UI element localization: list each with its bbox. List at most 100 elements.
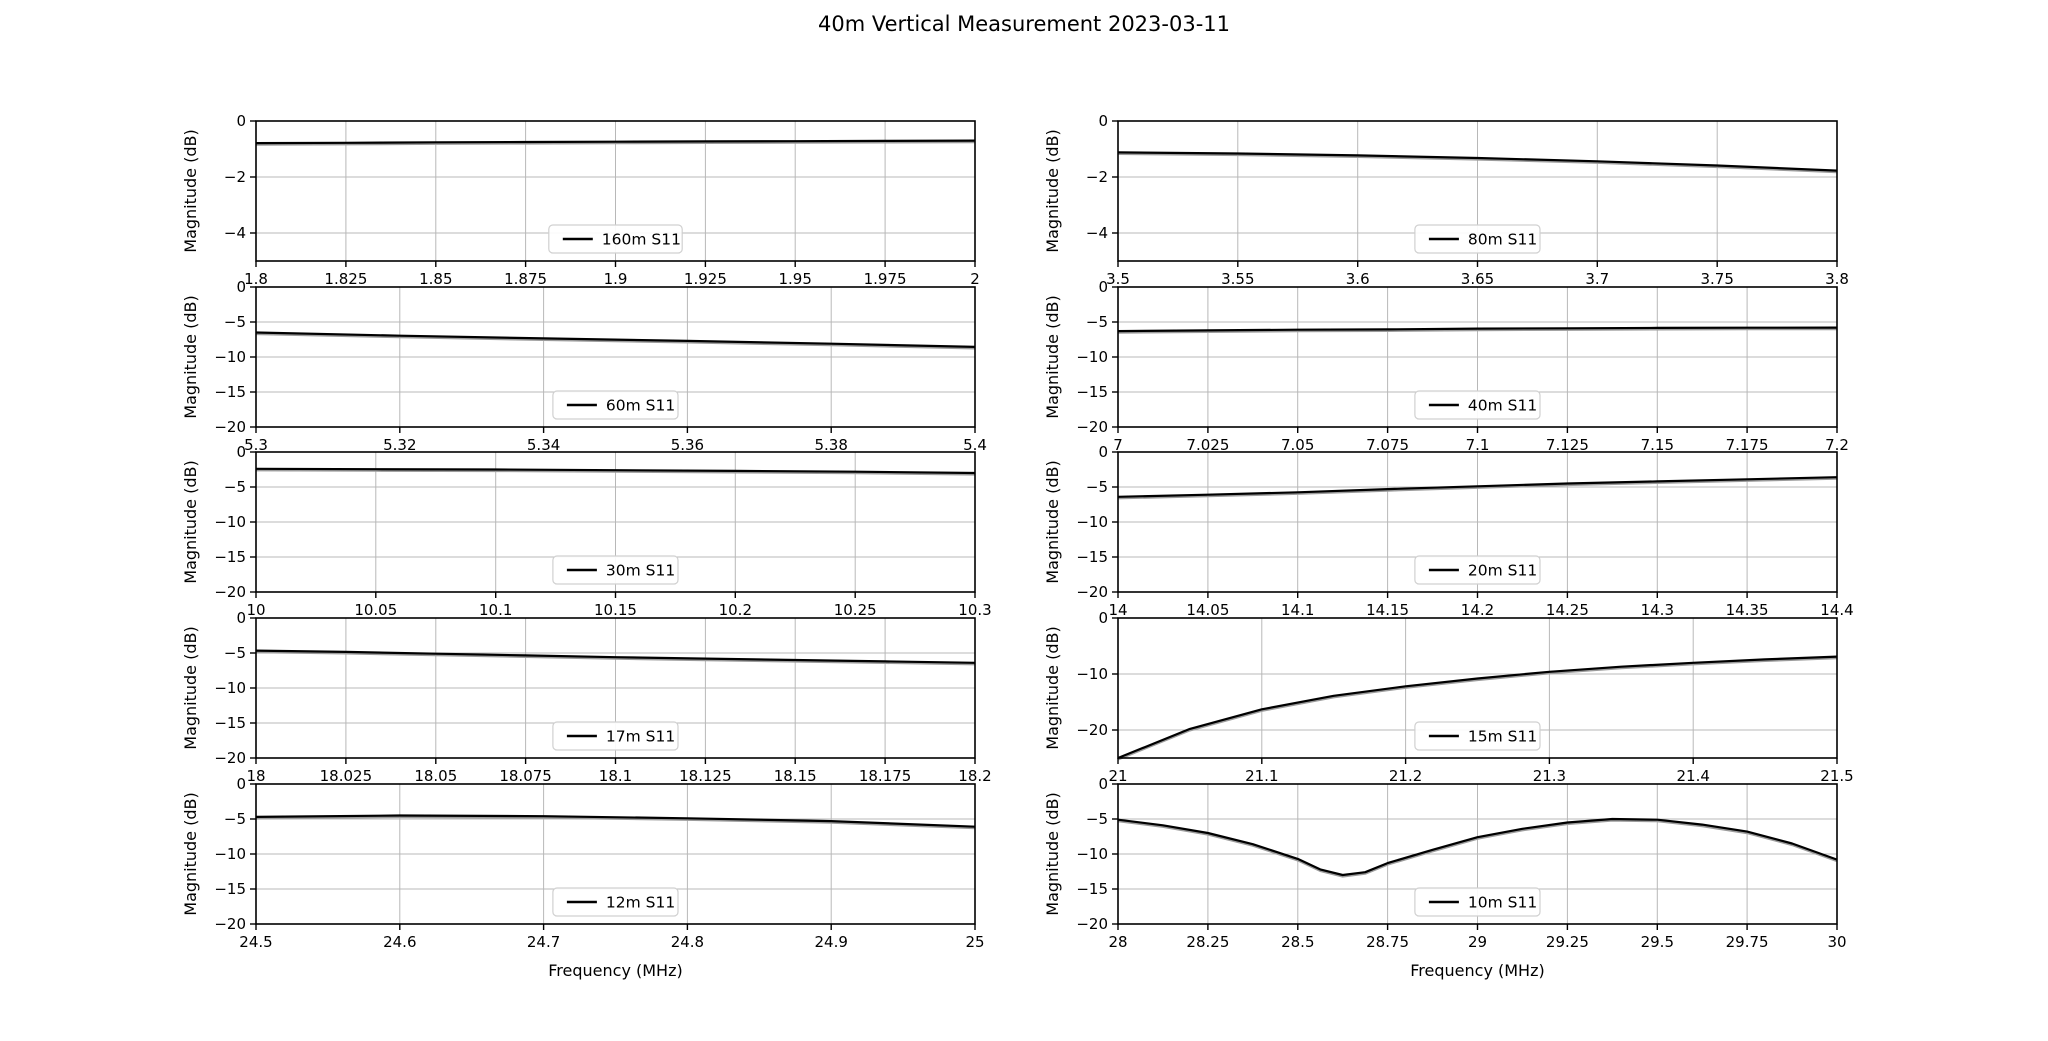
legend-160m: 160m S11 <box>548 224 683 254</box>
x-tick-label: 3.6 <box>1346 270 1370 288</box>
y-tick-label: −20 <box>1076 915 1108 933</box>
x-tick-label: 5.32 <box>383 436 416 454</box>
y-tick-label: 0 <box>236 112 246 130</box>
y-tick-label: −5 <box>224 478 246 496</box>
legend-label: 60m S11 <box>606 397 675 415</box>
x-tick-label: 14.4 <box>1820 601 1853 619</box>
y-axis-label: Magnitude (dB) <box>181 792 200 915</box>
x-tick-label: 7.15 <box>1641 436 1674 454</box>
y-tick-label: −15 <box>1076 548 1108 566</box>
x-tick-label: 3.8 <box>1825 270 1849 288</box>
y-tick-label: 0 <box>236 609 246 627</box>
y-tick-label: −5 <box>224 644 246 662</box>
x-tick-label: 7.05 <box>1281 436 1314 454</box>
y-tick-label: −20 <box>214 583 246 601</box>
legend-60m: 60m S11 <box>552 390 679 420</box>
x-tick-label: 3.5 <box>1106 270 1130 288</box>
x-tick-label: 28.5 <box>1281 933 1314 951</box>
y-tick-label: 0 <box>236 775 246 793</box>
x-tick-label: 18.05 <box>414 767 457 785</box>
legend-box <box>1414 390 1541 420</box>
x-tick-label: 18.125 <box>679 767 732 785</box>
ghost-trace-15m <box>1117 657 1838 761</box>
y-tick-label: 0 <box>1098 443 1108 461</box>
x-tick-label: 28 <box>1108 933 1127 951</box>
x-tick-label: 5.38 <box>814 436 847 454</box>
x-tick-label: 24.6 <box>383 933 416 951</box>
x-tick-label: 14.05 <box>1186 601 1229 619</box>
x-tick-label: 7.025 <box>1186 436 1229 454</box>
s11-line-60m <box>255 331 976 348</box>
legend-12m: 12m S11 <box>552 887 679 917</box>
y-axis-label: Magnitude (dB) <box>1043 792 1062 915</box>
x-tick-label: 24.7 <box>527 933 560 951</box>
y-tick-label: −10 <box>214 348 246 366</box>
legend-20m: 20m S11 <box>1414 555 1541 585</box>
legend-label: 17m S11 <box>606 728 675 746</box>
x-tick-label: 7.1 <box>1466 436 1490 454</box>
y-axis-label: Magnitude (dB) <box>181 295 200 418</box>
y-tick-label: −10 <box>214 513 246 531</box>
legend-10m: 10m S11 <box>1414 887 1541 917</box>
legend-40m: 40m S11 <box>1414 390 1541 420</box>
x-tick-label: 5.3 <box>244 436 268 454</box>
legend-15m: 15m S11 <box>1414 721 1541 751</box>
y-tick-label: −10 <box>214 845 246 863</box>
ghost-trace-10m <box>1117 819 1838 878</box>
y-tick-label: −20 <box>1076 418 1108 436</box>
x-tick-label: 14.15 <box>1366 601 1409 619</box>
x-tick-label: 14.2 <box>1461 601 1494 619</box>
x-tick-label: 10.25 <box>834 601 877 619</box>
subplot-80m: 3.5 3.55 3.6 3.65 3.7 3.75 3.8 0 −2 −4 Magnitude (… <box>1043 112 1849 288</box>
legend-label: 15m S11 <box>1468 728 1537 746</box>
y-tick-label: −5 <box>224 313 246 331</box>
legend-label: 160m S11 <box>602 231 681 249</box>
x-tick-label: 21.3 <box>1533 767 1566 785</box>
legend-box <box>1414 721 1541 751</box>
x-tick-label: 14 <box>1108 601 1127 619</box>
subplot-160m: 1.8 1.825 1.85 1.875 1.9 1.925 1.95 1.975 2 0 −2 −4… <box>181 112 980 288</box>
legend-label: 20m S11 <box>1468 562 1537 580</box>
x-tick-label: 1.925 <box>684 270 727 288</box>
y-tick-label: 0 <box>1098 775 1108 793</box>
y-tick-label: −20 <box>214 418 246 436</box>
y-axis-label: Magnitude (dB) <box>181 626 200 749</box>
x-axis-label: Frequency (MHz) <box>1410 961 1544 980</box>
x-tick-label: 10.3 <box>958 601 991 619</box>
x-tick-label: 29.25 <box>1546 933 1589 951</box>
y-tick-label: 0 <box>1098 278 1108 296</box>
x-tick-label: 2 <box>970 270 980 288</box>
y-tick-label: −15 <box>214 383 246 401</box>
ghost-trace-80m <box>1117 153 1838 174</box>
x-tick-label: 18.025 <box>320 767 373 785</box>
x-tick-label: 1.95 <box>778 270 811 288</box>
y-tick-label: 0 <box>1098 112 1108 130</box>
figure-title: 40m Vertical Measurement 2023-03-11 <box>817 12 1231 36</box>
subplot-15m: 21 21.1 21.2 21.3 21.4 21.5 0 −10 −20 Magnitude (… <box>1043 609 1854 785</box>
x-tick-label: 14.3 <box>1641 601 1674 619</box>
x-tick-label: 10 <box>246 601 265 619</box>
subplot-10m: 28 28.25 28.5 28.75 29 29.25 29.5 29.75 30 0 −5 −10… <box>1043 775 1847 980</box>
x-tick-label: 30 <box>1827 933 1846 951</box>
x-tick-label: 18.1 <box>599 767 632 785</box>
s11-line-15m <box>1117 655 1838 760</box>
x-tick-label: 10.2 <box>719 601 752 619</box>
ghost-trace-160m <box>255 141 976 146</box>
y-axis-label: Magnitude (dB) <box>1043 129 1062 252</box>
x-tick-label: 1.9 <box>604 270 628 288</box>
x-tick-label: 10.1 <box>479 601 512 619</box>
y-tick-label: 0 <box>1098 609 1108 627</box>
x-tick-label: 29 <box>1468 933 1487 951</box>
y-axis-label: Magnitude (dB) <box>1043 626 1062 749</box>
x-tick-label: 29.75 <box>1726 933 1769 951</box>
x-tick-label: 21.5 <box>1820 767 1853 785</box>
y-tick-label: −15 <box>214 548 246 566</box>
y-tick-label: −5 <box>1086 810 1108 828</box>
legend-box <box>1414 555 1541 585</box>
legend-box <box>552 721 679 751</box>
x-tick-label: 18.075 <box>499 767 551 785</box>
subplot-17m: 18 18.025 18.05 18.075 18.1 18.125 18.15 18.175… <box>181 609 992 785</box>
x-tick-label: 24.8 <box>671 933 704 951</box>
y-tick-label: −5 <box>1086 313 1108 331</box>
x-tick-label: 7.175 <box>1726 436 1769 454</box>
